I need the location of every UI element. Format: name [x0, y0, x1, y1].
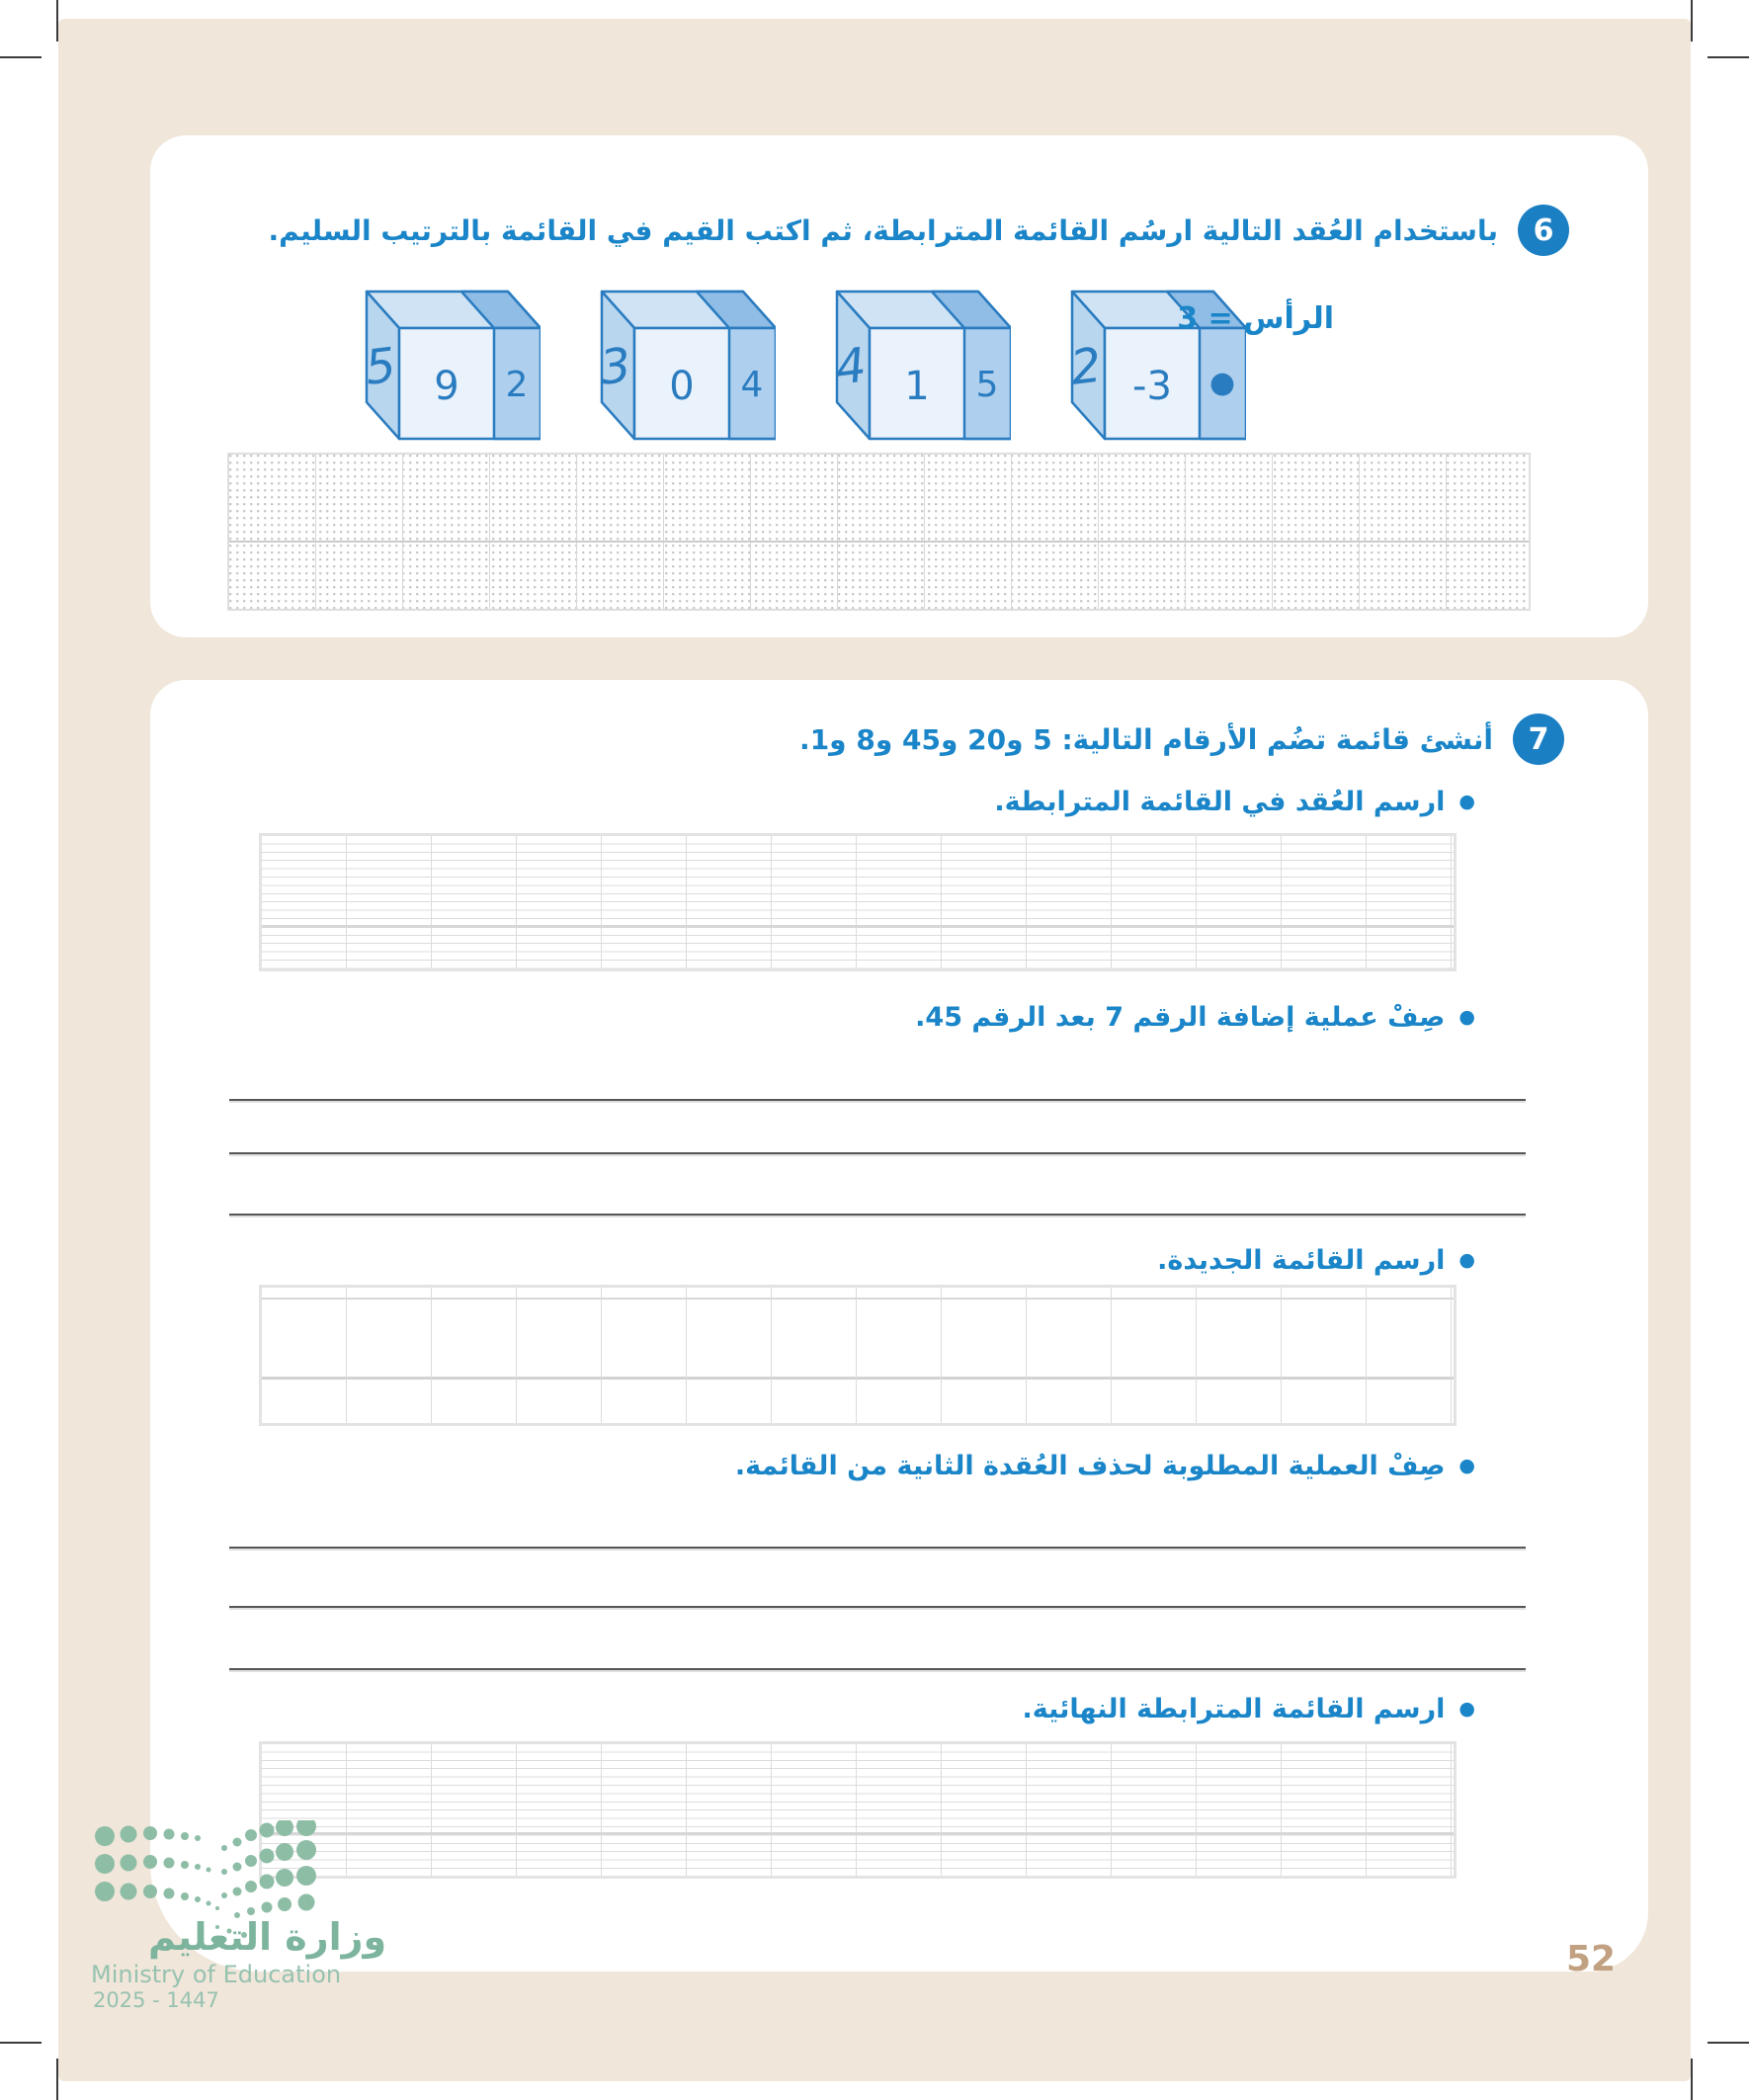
bullet-text: صِفْ العملية المطلوبة لحذف العُقدة الثان… — [734, 1451, 1446, 1481]
crop-mark — [1707, 2042, 1749, 2044]
grid-thick-line — [262, 924, 1454, 928]
node-next-pointer: 5 — [976, 365, 999, 405]
bullet-describe-delete: ● صِفْ العملية المطلوبة لحذف العُقدة الث… — [735, 1451, 1475, 1481]
bullet-text: ارسم العُقد في القائمة المترابطة. — [994, 787, 1446, 817]
bullet-icon: ● — [1458, 1455, 1475, 1476]
crop-mark — [0, 2042, 42, 2044]
question6-prompt: باستخدام العُقد التالية ارسُم القائمة ال… — [268, 213, 1498, 247]
linked-list-node: 5 9 2 — [362, 290, 541, 441]
linked-list-node: 3 0 4 — [597, 290, 776, 441]
ministry-logo-dots — [95, 1820, 316, 1938]
bullet-describe-insert: ● صِفْ عملية إضافة الرقم 7 بعد الرقم 45. — [915, 1002, 1475, 1033]
crop-mark — [1691, 2058, 1693, 2100]
node-next-null-dot: ● — [1209, 366, 1235, 400]
node-value: 1 — [904, 364, 929, 409]
bullet-text: صِفْ عملية إضافة الرقم 7 بعد الرقم 45. — [915, 1002, 1446, 1033]
question-number-badge: 7 — [1513, 714, 1564, 765]
crop-mark — [1707, 56, 1749, 58]
node-value: -3 — [1132, 364, 1172, 409]
answer-line — [229, 1547, 1526, 1549]
node-next-pointer: 2 — [506, 365, 529, 405]
node-id: 5 — [362, 337, 398, 395]
node-value: 0 — [669, 364, 694, 409]
question6-header: 6 باستخدام العُقد التالية ارسُم القائمة … — [269, 205, 1569, 256]
question-number-badge: 6 — [1518, 205, 1569, 256]
crop-mark — [0, 56, 42, 58]
answer-line — [229, 1152, 1526, 1154]
answer-line — [229, 1214, 1526, 1216]
bullet-icon: ● — [1458, 1006, 1475, 1028]
answer-line — [229, 1606, 1526, 1608]
linked-list-nodes-row: 5 9 2 3 0 4 4 1 — [353, 284, 1246, 442]
answer-grid-fine — [259, 1741, 1457, 1879]
head-pointer-label: الرأس = 3 — [1177, 301, 1334, 336]
linked-list-node: 2 -3 ● — [1067, 290, 1246, 441]
linked-list-node: 4 1 5 — [832, 290, 1011, 441]
bullet-icon: ● — [1458, 1698, 1475, 1720]
node-next-pointer: 4 — [741, 365, 764, 405]
bullet-icon: ● — [1458, 1249, 1475, 1271]
crop-mark — [1691, 0, 1693, 42]
answer-grid-cells — [259, 1285, 1457, 1426]
node-id: 4 — [832, 337, 869, 395]
answer-grid-dotted — [227, 453, 1531, 611]
grid-mid-line — [229, 541, 1529, 544]
ministry-logo-arabic: وزارة التعليم — [148, 1915, 387, 1959]
crop-mark — [56, 0, 58, 42]
node-value: 9 — [434, 364, 458, 409]
grid-thick-line — [262, 1832, 1454, 1836]
question6-card: 6 باستخدام العُقد التالية ارسُم القائمة … — [150, 135, 1648, 637]
answer-line — [229, 1668, 1526, 1670]
question7-prompt: أنشئ قائمة تضُم الأرقام التالية: 5 و20 و… — [799, 722, 1493, 756]
bullet-draw-nodes: ● ارسم العُقد في القائمة المترابطة. — [994, 787, 1475, 817]
crop-mark — [56, 2058, 58, 2100]
ministry-logo-years: 2025 - 1447 — [93, 1988, 219, 2012]
bullet-draw-new-list: ● ارسم القائمة الجديدة. — [1157, 1245, 1475, 1276]
ministry-logo-english: Ministry of Education — [91, 1961, 342, 1988]
answer-line — [229, 1099, 1526, 1101]
question7-card: 7 أنشئ قائمة تضُم الأرقام التالية: 5 و20… — [150, 680, 1648, 1972]
question7-header: 7 أنشئ قائمة تضُم الأرقام التالية: 5 و20… — [799, 714, 1564, 765]
bullet-text: ارسم القائمة الجديدة. — [1157, 1245, 1446, 1276]
node-id: 2 — [1067, 337, 1104, 395]
bullet-draw-final-list: ● ارسم القائمة المترابطة النهائية. — [1023, 1694, 1475, 1724]
page-number: 52 — [1566, 1939, 1617, 1979]
bullet-icon: ● — [1458, 791, 1475, 812]
node-id: 3 — [597, 337, 633, 395]
bullet-text: ارسم القائمة المترابطة النهائية. — [1022, 1694, 1446, 1724]
answer-grid-fine — [259, 833, 1457, 971]
